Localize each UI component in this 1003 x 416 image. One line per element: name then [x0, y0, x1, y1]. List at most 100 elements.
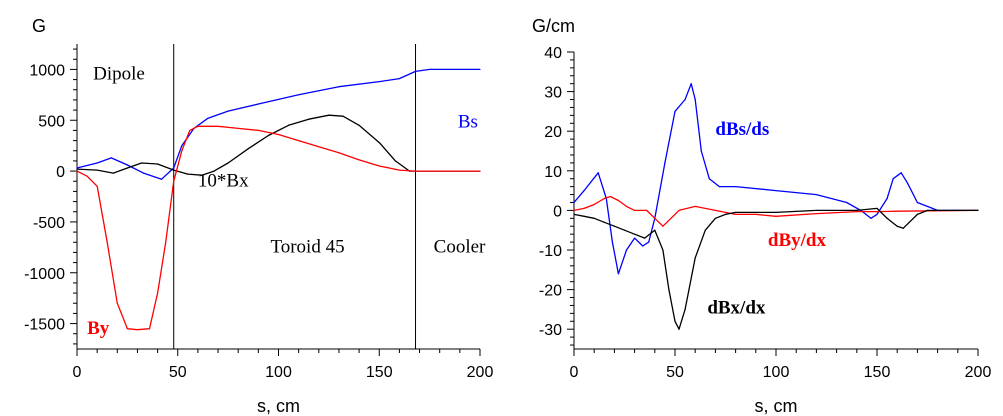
- data-point-by: [116, 302, 118, 304]
- data-point-dbx-dx: [926, 209, 929, 211]
- y-tick-label: -500: [33, 215, 65, 232]
- data-point-dbs-ds: [642, 245, 644, 247]
- data-point-by: [398, 169, 400, 171]
- y-tick-label: -10: [539, 243, 562, 260]
- data-point-dbs-ds: [815, 193, 818, 196]
- data-point-bs: [142, 172, 145, 174]
- data-point-dby-dx: [646, 209, 648, 211]
- data-point-dby-dx: [617, 199, 620, 202]
- data-point-dby-dx: [876, 210, 878, 213]
- series-label-bs: Bs: [458, 111, 478, 132]
- data-point-by: [429, 170, 431, 172]
- data-point-dby-dx: [755, 213, 757, 215]
- data-point-10-bx: [76, 168, 78, 170]
- data-point-by: [318, 146, 320, 148]
- data-point-dby-dx: [678, 209, 680, 211]
- data-point-bs: [110, 157, 112, 159]
- data-point-dbx-dx: [704, 229, 706, 231]
- y-tick-label: 20: [544, 124, 562, 141]
- data-point-dby-dx: [573, 209, 575, 211]
- y-tick-label: 500: [38, 113, 65, 130]
- data-point-by: [237, 127, 239, 129]
- data-point-by: [96, 185, 98, 187]
- data-point-dby-dx: [625, 205, 628, 208]
- x-tick-label: 0: [73, 364, 82, 381]
- y-tick-label: 10: [544, 164, 562, 181]
- data-point-dbs-ds: [916, 201, 919, 204]
- data-point-by: [257, 129, 259, 132]
- data-point-by: [338, 152, 340, 154]
- region-label-cooler: Cooler: [434, 236, 486, 257]
- data-point-dbs-ds: [684, 98, 686, 101]
- y-tick-label: 30: [544, 85, 562, 102]
- data-point-dbs-ds: [846, 201, 848, 204]
- data-point-bs: [398, 77, 400, 80]
- data-point-dbx-dx: [916, 213, 919, 215]
- region-label-toroid-45: Toroid 45: [270, 236, 344, 257]
- series-label-by: By: [87, 318, 110, 339]
- data-point-dbs-ds: [634, 237, 636, 239]
- data-point-dbx-dx: [583, 215, 585, 217]
- x-tick-label: 50: [169, 364, 187, 381]
- y-tick-label: 0: [56, 164, 65, 181]
- data-point-dbs-ds: [892, 178, 894, 180]
- data-point-10-bx: [112, 172, 114, 174]
- data-point-bs: [479, 68, 481, 71]
- series-label-dby-dx: dBy/dx: [768, 230, 827, 251]
- x-tick-label: 150: [864, 364, 891, 381]
- data-point-by: [217, 125, 219, 127]
- data-point-10-bx: [287, 124, 290, 126]
- data-point-bs: [298, 94, 300, 96]
- data-point-dbs-ds: [886, 197, 888, 200]
- data-point-dbx-dx: [613, 225, 616, 227]
- data-point-10-bx: [227, 162, 229, 164]
- data-point-bs: [257, 103, 259, 105]
- region-label-dipole: Dipole: [93, 64, 145, 85]
- data-point-dby-dx: [654, 217, 656, 219]
- data-point-10-bx: [247, 148, 249, 150]
- data-point-10-bx: [342, 115, 344, 117]
- data-point-dby-dx: [735, 213, 737, 215]
- data-point-10-bx: [308, 118, 310, 120]
- data-point-dbs-ds: [775, 190, 777, 192]
- x-tick-label: 0: [570, 364, 579, 381]
- data-point-by: [378, 165, 380, 167]
- data-point-dbs-ds: [690, 83, 692, 85]
- data-point-by: [76, 170, 78, 172]
- series-line-bs: [76, 68, 480, 180]
- series-label-dbs-ds: dBs/ds: [715, 119, 769, 140]
- data-point-bs: [161, 178, 163, 180]
- data-point-dby-dx: [775, 215, 777, 217]
- data-point-10-bx: [201, 174, 203, 176]
- data-point-dbx-dx: [694, 257, 696, 259]
- data-point-dbs-ds: [583, 190, 585, 192]
- data-point-by: [157, 292, 159, 294]
- data-point-dbx-dx: [593, 217, 595, 219]
- x-tick-label: 100: [265, 364, 292, 381]
- data-point-dby-dx: [583, 207, 585, 210]
- data-point-bs: [181, 145, 183, 147]
- data-point-10-bx: [267, 134, 270, 137]
- data-point-dby-dx: [670, 217, 672, 219]
- data-point-10-bx: [328, 114, 330, 116]
- data-point-dbx-dx: [775, 211, 777, 213]
- data-point-bs: [414, 70, 417, 73]
- left-chart-panel: 0 50 100 150 200 1000 500 0 -500 -1000 -1500 Gs, cm…: [24, 16, 493, 416]
- y-tick-label: 0: [553, 203, 562, 220]
- data-point-dbx-dx: [603, 221, 605, 223]
- data-point-bs: [126, 164, 128, 166]
- data-point-dby-dx: [896, 210, 898, 212]
- data-point-dbx-dx: [678, 328, 680, 330]
- data-point-dbx-dx: [684, 308, 686, 310]
- series-label-dbx-dx: dBx/dx: [707, 297, 766, 318]
- data-point-by: [86, 175, 88, 177]
- y-tick-label: -1500: [24, 317, 65, 334]
- data-point-10-bx: [126, 167, 128, 169]
- data-point-bs: [76, 167, 78, 169]
- data-point-by: [414, 170, 417, 172]
- data-point-dbs-ds: [625, 249, 628, 251]
- data-point-by: [148, 328, 151, 330]
- data-point-dbx-dx: [668, 289, 670, 291]
